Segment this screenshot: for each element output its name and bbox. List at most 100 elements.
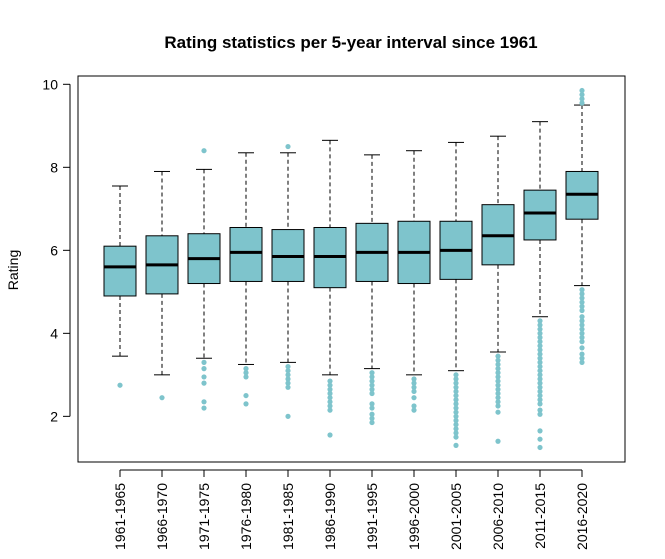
x-tick-label: 1991-1995 bbox=[364, 483, 380, 550]
outlier-point bbox=[369, 419, 375, 426]
outlier-point bbox=[453, 426, 459, 432]
outlier-point bbox=[201, 405, 207, 411]
outlier-point bbox=[327, 390, 333, 397]
outlier-point bbox=[243, 366, 249, 372]
x-tick-label: 2006-2010 bbox=[490, 483, 506, 550]
outlier-point bbox=[453, 376, 459, 382]
iqr-box bbox=[229, 226, 263, 282]
outlier-point bbox=[201, 374, 207, 380]
outlier-point bbox=[537, 428, 543, 434]
outlier-point bbox=[369, 374, 375, 380]
outlier-point bbox=[285, 413, 291, 419]
y-tick-label: 10 bbox=[42, 76, 58, 92]
box-1986-1990 bbox=[313, 139, 347, 438]
outlier-point bbox=[495, 438, 501, 444]
outlier-point bbox=[453, 401, 459, 407]
outlier-point bbox=[327, 399, 333, 405]
outlier-point bbox=[285, 384, 291, 390]
outlier-point bbox=[537, 351, 543, 357]
outlier-point bbox=[453, 417, 459, 424]
outlier-point bbox=[453, 442, 459, 448]
outlier-point bbox=[453, 397, 459, 403]
outlier-point bbox=[537, 339, 543, 345]
outlier-point bbox=[117, 382, 123, 388]
y-tick-label: 4 bbox=[50, 325, 58, 341]
outlier-point bbox=[411, 395, 417, 401]
outlier-point bbox=[453, 384, 459, 390]
x-tick-label: 1976-1980 bbox=[238, 483, 254, 550]
outlier-point bbox=[579, 87, 585, 94]
outlier-point bbox=[537, 411, 543, 417]
outlier-point bbox=[495, 409, 501, 415]
outlier-point bbox=[201, 148, 207, 154]
x-tick-label: 1961-1965 bbox=[112, 483, 128, 550]
outlier-point bbox=[579, 314, 585, 320]
outlier-point bbox=[201, 366, 207, 372]
outlier-point bbox=[537, 359, 543, 365]
box-2016-2020 bbox=[565, 87, 599, 365]
iqr-box bbox=[103, 245, 137, 297]
outlier-point bbox=[495, 403, 501, 409]
outlier-point bbox=[495, 390, 501, 397]
x-axis: 1961-1965 1966-1970 1971-1975 1976-1980 1981… bbox=[112, 469, 590, 550]
outlier-point bbox=[327, 378, 333, 384]
box-1981-1985 bbox=[271, 143, 305, 419]
outlier-point bbox=[327, 386, 333, 392]
outlier-point bbox=[369, 405, 375, 411]
box-1976-1980 bbox=[229, 152, 263, 407]
outlier-point bbox=[537, 363, 543, 370]
outlier-point bbox=[579, 339, 585, 345]
outlier-point bbox=[495, 374, 501, 380]
outlier-point bbox=[453, 372, 459, 378]
outlier-point bbox=[201, 359, 207, 365]
box-1961-1965 bbox=[103, 185, 137, 388]
outlier-point bbox=[495, 382, 501, 388]
outlier-point bbox=[285, 363, 291, 370]
outlier-point bbox=[411, 388, 417, 395]
outlier-point bbox=[579, 345, 585, 351]
outlier-point bbox=[579, 330, 585, 336]
outlier-point bbox=[369, 386, 375, 392]
outlier-point bbox=[537, 444, 543, 451]
outlier-point bbox=[495, 366, 501, 372]
outlier-point bbox=[537, 376, 543, 382]
outlier-point bbox=[579, 96, 585, 102]
outlier-point bbox=[495, 386, 501, 392]
box-2006-2010 bbox=[481, 135, 515, 444]
outlier-point bbox=[285, 372, 291, 378]
x-tick-label: 1971-1975 bbox=[196, 483, 212, 550]
outlier-point bbox=[537, 322, 543, 328]
outlier-point bbox=[537, 397, 543, 403]
outlier-point bbox=[243, 370, 249, 376]
outlier-point bbox=[453, 388, 459, 395]
outlier-point bbox=[327, 382, 333, 388]
outlier-point bbox=[201, 380, 207, 386]
outlier-point bbox=[453, 392, 459, 399]
y-tick-label: 8 bbox=[50, 159, 58, 175]
outlier-point bbox=[453, 434, 459, 440]
outlier-point bbox=[495, 399, 501, 405]
outlier-point bbox=[327, 403, 333, 409]
outlier-point bbox=[369, 382, 375, 388]
outlier-point bbox=[243, 374, 249, 380]
outlier-point bbox=[243, 392, 249, 399]
x-tick-label: 2016-2020 bbox=[574, 483, 590, 550]
outlier-point bbox=[579, 334, 585, 341]
outlier-point bbox=[537, 407, 543, 413]
outlier-point bbox=[411, 380, 417, 386]
outlier-point bbox=[579, 326, 585, 332]
outlier-point bbox=[537, 343, 543, 349]
outlier-point bbox=[285, 143, 291, 150]
outlier-point bbox=[327, 432, 333, 438]
y-tick-label: 6 bbox=[50, 242, 58, 258]
outlier-point bbox=[495, 370, 501, 376]
outlier-point bbox=[369, 411, 375, 417]
outlier-point bbox=[285, 376, 291, 382]
outlier-point bbox=[411, 376, 417, 382]
outlier-point bbox=[495, 395, 501, 401]
outlier-point bbox=[411, 407, 417, 413]
outlier-point bbox=[453, 380, 459, 386]
outlier-point bbox=[579, 322, 585, 328]
outlier-point bbox=[453, 413, 459, 419]
